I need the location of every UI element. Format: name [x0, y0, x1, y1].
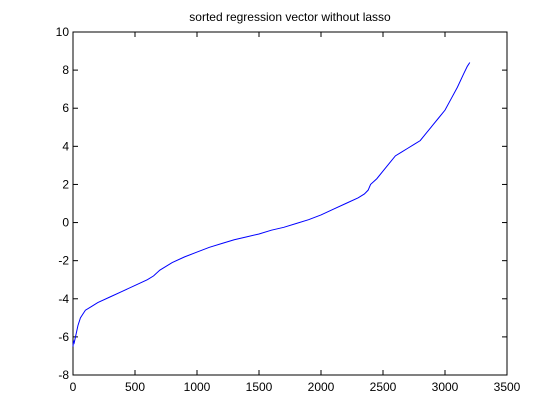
y-tick-label: -8: [58, 368, 69, 382]
y-tick-label: 10: [56, 25, 70, 39]
y-tick-label: -2: [58, 254, 69, 268]
x-tick-label: 3000: [432, 380, 459, 394]
y-tick-label: 8: [62, 63, 69, 77]
series-line-0: [72, 62, 471, 347]
axis-ticks: [72, 31, 508, 376]
plot-area: [72, 31, 508, 376]
series-layer: [72, 62, 471, 347]
y-tick-label: 0: [62, 216, 69, 230]
y-tick-label: -4: [58, 292, 69, 306]
y-tick-label: 6: [62, 101, 69, 115]
x-tick-label: 0: [70, 380, 77, 394]
x-tick-label: 2000: [308, 380, 335, 394]
y-tick-label: -6: [58, 330, 69, 344]
x-tick-label: 3500: [494, 380, 521, 394]
axis-tick-labels: 0 500 1000 1500 2000 2500 3000 3500 -8 -6 -4 -2 0 2 4 6…: [56, 25, 521, 394]
y-tick-label: 4: [62, 139, 69, 153]
x-tick-label: 500: [125, 380, 145, 394]
y-tick-label: 2: [62, 177, 69, 191]
chart-title: sorted regression vector without lasso: [189, 10, 391, 24]
x-tick-label: 2500: [370, 380, 397, 394]
x-tick-label: 1500: [246, 380, 273, 394]
x-tick-label: 1000: [184, 380, 211, 394]
